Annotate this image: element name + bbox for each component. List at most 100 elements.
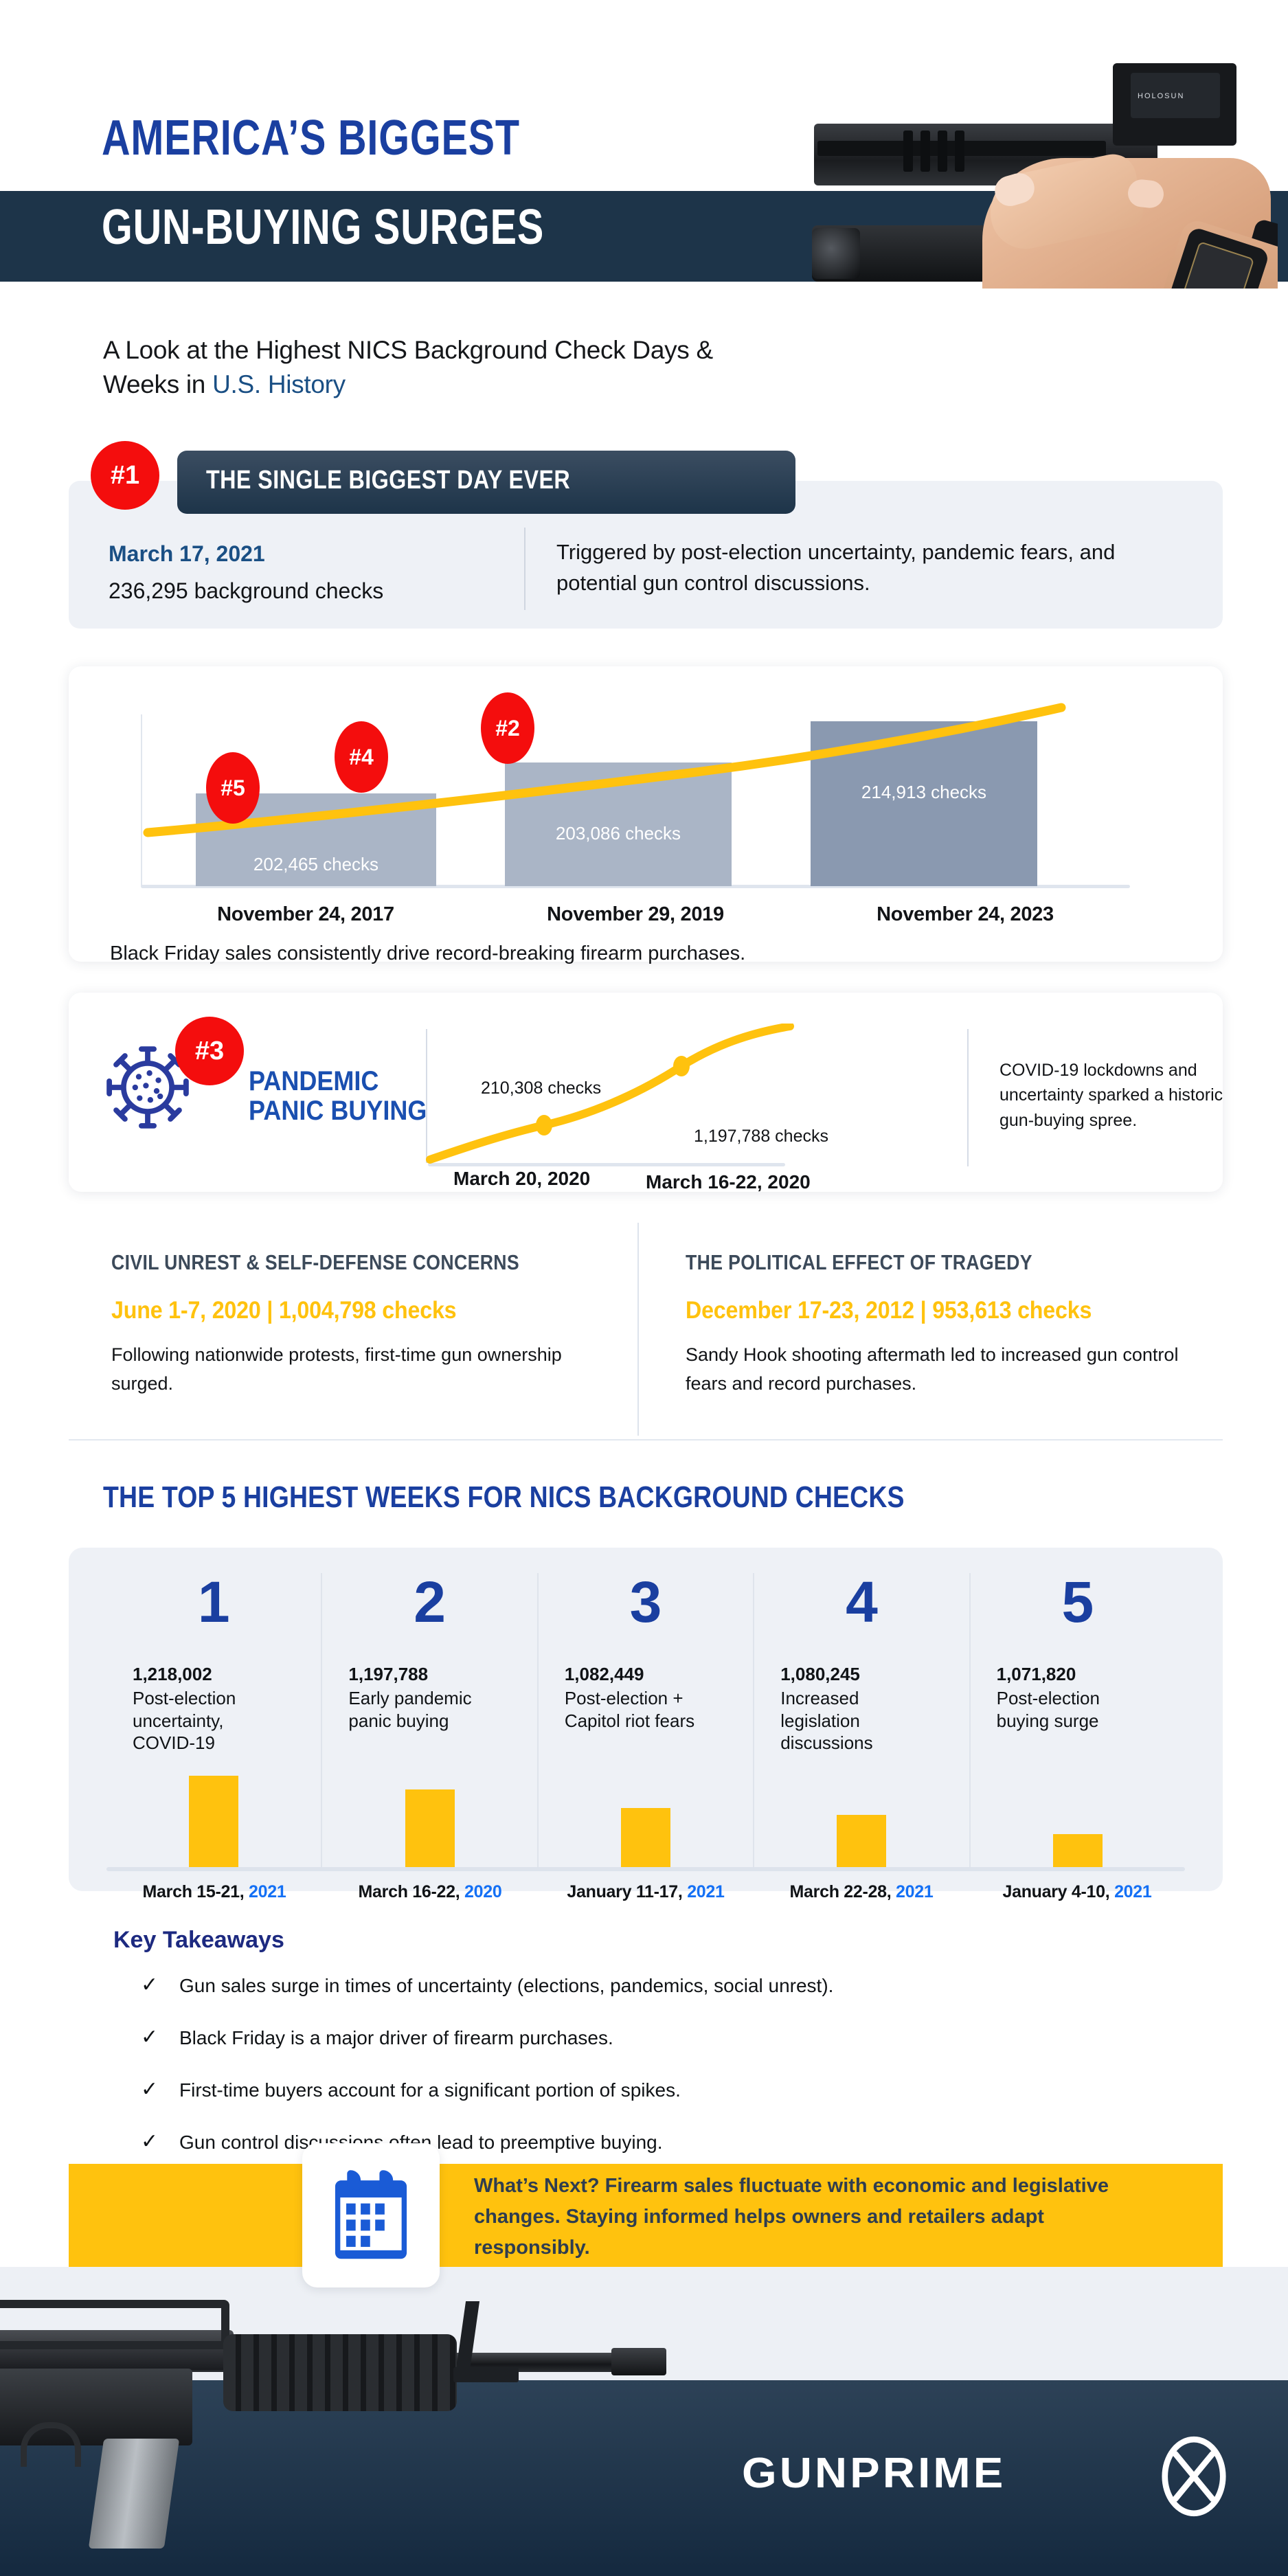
top5-rank-4: 4 <box>846 1570 878 1634</box>
subtitle-highlight: U.S. History <box>212 370 346 398</box>
political-effect-value: December 17-23, 2012 | 953,613 checks <box>686 1297 1092 1324</box>
whats-next-text: What’s Next? Firearm sales fluctuate wit… <box>474 2175 1109 2259</box>
check-icon: ✓ <box>141 1974 159 1996</box>
pandemic-x-axis <box>428 1163 785 1166</box>
bar-label-2019: 203,086 checks <box>555 823 681 844</box>
pandemic-card <box>69 993 1223 1192</box>
political-effect-description: Sandy Hook shooting aftermath led to inc… <box>686 1344 1179 1394</box>
top5-columns: 1 1,218,002 Post-election uncertainty, C… <box>106 1573 1185 1868</box>
black-friday-date-labels: November 24, 2017 November 29, 2019 Nove… <box>141 903 1130 926</box>
takeaway-text: Gun sales surge in times of uncertainty … <box>179 1975 834 1996</box>
civil-unrest-heading: CIVIL UNREST & SELF-DEFENSE CONCERNS <box>111 1250 520 1274</box>
pandemic-right-divider <box>967 1029 969 1166</box>
date-label-2019: November 29, 2019 <box>547 903 724 925</box>
bar-label-2017: 202,465 checks <box>253 854 379 874</box>
gunprime-crosshair-icon <box>1162 2436 1226 2517</box>
pandemic-week-value: 1,197,788 checks <box>694 1127 828 1146</box>
biggest-day-divider <box>524 528 526 610</box>
top5-description-1: Post-election uncertainty, COVID-19 <box>133 1688 236 1753</box>
brand-logo: GUNPRIME <box>742 2449 1127 2504</box>
black-friday-y-axis <box>141 714 142 886</box>
two-column-rule <box>69 1439 1223 1440</box>
calendar-icon <box>335 2170 407 2259</box>
top5-rank-1: 1 <box>197 1570 230 1634</box>
page-title-line2: GUN-BUYING SURGES <box>102 200 545 255</box>
subtitle-text: A Look at the Highest NICS Background Ch… <box>103 336 713 398</box>
top5-bar-1 <box>189 1776 239 1868</box>
rank-badge-4: #4 <box>335 721 388 793</box>
civil-unrest-description: Following nationwide protests, first-tim… <box>111 1344 562 1394</box>
rank-badge-2: #2 <box>481 692 534 764</box>
footer-navy-band <box>0 2380 1288 2576</box>
bar-2023: 214,913 checks <box>811 721 1037 886</box>
biggest-day-header-bar <box>177 451 795 514</box>
pandemic-day-date: March 20, 2020 <box>453 1168 591 1189</box>
top5-date-2: March 16-22, 2020 <box>358 1882 502 1901</box>
check-icon: ✓ <box>141 2078 159 2101</box>
top5-bar-4 <box>837 1815 887 1868</box>
top5-date-5: January 4-10, 2021 <box>1002 1882 1152 1901</box>
date-label-2023: November 24, 2023 <box>877 903 1054 925</box>
rank-badge-3: #3 <box>175 1017 244 1085</box>
top5-bar-3 <box>621 1808 671 1868</box>
list-item: ✓ Gun control discussions often lead to … <box>141 2130 1171 2154</box>
takeaway-text: Black Friday is a major driver of firear… <box>179 2027 613 2048</box>
list-item: ✓ First-time buyers account for a signif… <box>141 2078 1171 2101</box>
political-effect-heading: THE POLITICAL EFFECT OF TRAGEDY <box>686 1250 1032 1274</box>
pandemic-title-line1: PANDEMIC <box>249 1066 379 1096</box>
date-label-2017: November 24, 2017 <box>217 903 394 925</box>
pandemic-day-value: 210,308 checks <box>481 1078 602 1098</box>
key-takeaways-list: ✓ Gun sales surge in times of uncertaint… <box>141 1974 1171 2184</box>
top5-rank-3: 3 <box>629 1570 662 1634</box>
check-icon: ✓ <box>141 2026 159 2048</box>
top5-date-3: January 11-17, 2021 <box>567 1882 725 1901</box>
top5-column-5: 5 1,071,820 Post-election buying surge <box>969 1573 1185 1868</box>
top5-title: THE TOP 5 HIGHEST WEEKS FOR NICS BACKGRO… <box>103 1480 905 1514</box>
pandemic-title-line2: PANIC BUYING <box>249 1096 427 1127</box>
biggest-day-checks: 236,295 background checks <box>109 578 384 603</box>
page-subtitle: A Look at the Highest NICS Background Ch… <box>103 333 790 402</box>
takeaway-text: First-time buyers account for a signific… <box>179 2079 681 2101</box>
top5-description-4: Increased legislation discussions <box>780 1688 873 1753</box>
top5-x-axis <box>106 1867 1185 1871</box>
civil-unrest-value: June 1-7, 2020 | 1,004,798 checks <box>111 1297 457 1324</box>
top5-value-2: 1,197,788 <box>348 1664 429 1684</box>
pandemic-trend-line <box>426 1024 794 1164</box>
pandemic-left-divider <box>426 1029 427 1163</box>
black-friday-x-axis <box>141 885 1130 888</box>
key-takeaways-title: Key Takeaways <box>113 1927 284 1953</box>
top5-description-3: Post-election + Capitol riot fears <box>564 1688 695 1731</box>
rank-badge-1: #1 <box>91 441 159 510</box>
list-item: ✓ Black Friday is a major driver of fire… <box>141 2026 1171 2049</box>
rank-badge-5: #5 <box>206 752 260 824</box>
top5-rank-5: 5 <box>1061 1570 1094 1634</box>
bar-label-2023: 214,913 checks <box>861 782 987 802</box>
page-title-line1: AMERICA’S BIGGEST <box>102 111 520 166</box>
top5-description-5: Post-election buying surge <box>996 1688 1100 1731</box>
top5-column-1: 1 1,218,002 Post-election uncertainty, C… <box>106 1573 321 1868</box>
two-column-divider <box>637 1223 639 1436</box>
optic-brand-text: HOLOSUN <box>1138 92 1185 100</box>
list-item: ✓ Gun sales surge in times of uncertaint… <box>141 1974 1171 1997</box>
pandemic-title: PANDEMIC PANIC BUYING <box>249 1066 427 1127</box>
pandemic-description: COVID-19 lockdowns and uncertainty spark… <box>999 1061 1223 1130</box>
virus-icon <box>106 1046 189 1129</box>
top5-date-labels: March 15-21, 2021 March 16-22, 2020 Janu… <box>106 1882 1185 1902</box>
biggest-day-header-label: THE SINGLE BIGGEST DAY EVER <box>206 466 571 495</box>
top5-description-2: Early pandemic panic buying <box>348 1688 472 1731</box>
check-icon: ✓ <box>141 2130 159 2153</box>
black-friday-note: Black Friday sales consistently drive re… <box>110 942 746 964</box>
top5-value-5: 1,071,820 <box>996 1664 1076 1684</box>
whats-next-banner <box>69 2164 1223 2267</box>
top5-value-1: 1,218,002 <box>133 1664 212 1684</box>
top5-rank-2: 2 <box>414 1570 446 1634</box>
biggest-day-description: Triggered by post-election uncertainty, … <box>556 540 1116 595</box>
top5-column-4: 4 1,080,245 Increased legislation discus… <box>753 1573 969 1868</box>
top5-column-2: 2 1,197,788 Early pandemic panic buying <box>321 1573 536 1868</box>
top5-bar-2 <box>405 1789 455 1868</box>
top5-date-1: March 15-21, 2021 <box>142 1882 286 1901</box>
top5-value-3: 1,082,449 <box>564 1664 644 1684</box>
pistol-photo: HOLOSUN <box>728 27 1278 289</box>
biggest-day-date: March 17, 2021 <box>109 541 265 566</box>
